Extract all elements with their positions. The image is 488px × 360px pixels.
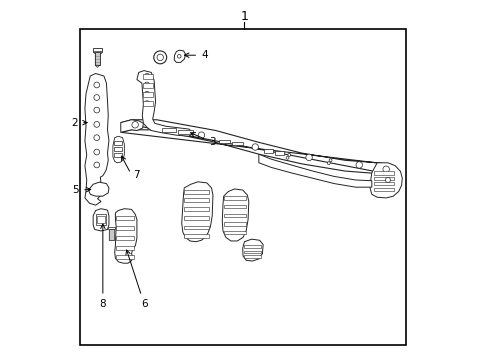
Circle shape xyxy=(251,144,258,150)
Bar xyxy=(114,147,122,151)
Polygon shape xyxy=(222,189,248,241)
Polygon shape xyxy=(93,209,109,231)
Text: 4: 4 xyxy=(184,50,207,60)
Circle shape xyxy=(157,54,163,60)
Circle shape xyxy=(144,91,149,96)
Polygon shape xyxy=(174,50,185,62)
Bar xyxy=(116,216,133,220)
Bar xyxy=(373,177,394,180)
Bar xyxy=(94,51,101,53)
Circle shape xyxy=(385,177,389,183)
Circle shape xyxy=(94,107,100,113)
Bar xyxy=(184,216,208,220)
Bar xyxy=(373,182,394,185)
Bar xyxy=(373,188,394,191)
Text: 7: 7 xyxy=(133,170,140,180)
Bar xyxy=(143,83,152,88)
Bar xyxy=(184,198,208,202)
Circle shape xyxy=(132,122,138,128)
Polygon shape xyxy=(258,154,371,187)
Bar xyxy=(224,214,245,217)
Circle shape xyxy=(177,54,181,58)
Circle shape xyxy=(328,159,331,162)
Text: 2: 2 xyxy=(71,118,87,128)
Bar xyxy=(116,235,133,240)
Bar xyxy=(162,128,176,132)
Bar xyxy=(114,153,122,157)
Circle shape xyxy=(94,149,100,155)
Circle shape xyxy=(326,162,329,165)
Bar xyxy=(244,255,261,258)
Circle shape xyxy=(144,101,149,106)
Bar xyxy=(80,30,405,345)
Bar xyxy=(373,171,394,175)
Bar xyxy=(114,141,122,145)
Polygon shape xyxy=(95,65,100,67)
Circle shape xyxy=(285,156,288,159)
Bar xyxy=(184,207,208,211)
Bar xyxy=(108,226,115,229)
Circle shape xyxy=(94,95,100,100)
Polygon shape xyxy=(113,136,124,163)
Polygon shape xyxy=(121,120,143,132)
Polygon shape xyxy=(137,71,191,136)
Circle shape xyxy=(94,135,100,140)
Bar xyxy=(116,226,133,230)
Circle shape xyxy=(94,82,100,88)
Bar xyxy=(231,141,242,145)
Circle shape xyxy=(382,166,388,172)
Circle shape xyxy=(287,153,290,156)
Circle shape xyxy=(94,162,100,168)
Bar xyxy=(116,255,133,259)
Bar xyxy=(224,230,245,234)
Text: 8: 8 xyxy=(100,224,106,309)
Bar xyxy=(244,245,261,248)
Circle shape xyxy=(198,132,204,138)
Bar xyxy=(224,222,245,226)
Bar xyxy=(96,214,106,225)
Bar xyxy=(184,190,208,194)
Bar xyxy=(264,149,273,153)
Bar xyxy=(224,197,245,200)
Circle shape xyxy=(94,122,100,127)
Polygon shape xyxy=(242,239,263,261)
Bar xyxy=(184,226,208,229)
Polygon shape xyxy=(369,163,402,198)
Circle shape xyxy=(153,51,166,64)
Bar xyxy=(224,205,245,208)
Bar xyxy=(97,216,104,223)
Circle shape xyxy=(355,162,362,168)
Text: 5: 5 xyxy=(73,185,91,195)
Bar xyxy=(93,48,102,51)
Bar xyxy=(95,51,100,65)
Bar xyxy=(116,246,133,250)
Polygon shape xyxy=(88,182,109,196)
Bar xyxy=(143,102,152,107)
Bar xyxy=(184,234,208,238)
Circle shape xyxy=(305,154,312,161)
Bar xyxy=(143,92,152,97)
Bar xyxy=(274,151,284,154)
Bar xyxy=(178,130,192,134)
Text: 3: 3 xyxy=(190,132,215,147)
Polygon shape xyxy=(182,182,212,242)
Polygon shape xyxy=(121,120,391,175)
Bar xyxy=(244,251,261,253)
Bar xyxy=(143,74,152,79)
Text: 6: 6 xyxy=(125,250,147,309)
Polygon shape xyxy=(85,73,109,205)
Circle shape xyxy=(144,82,149,87)
Bar xyxy=(219,140,230,143)
Bar xyxy=(109,229,114,240)
Polygon shape xyxy=(115,209,137,263)
Text: 1: 1 xyxy=(240,10,248,23)
Circle shape xyxy=(144,73,149,78)
